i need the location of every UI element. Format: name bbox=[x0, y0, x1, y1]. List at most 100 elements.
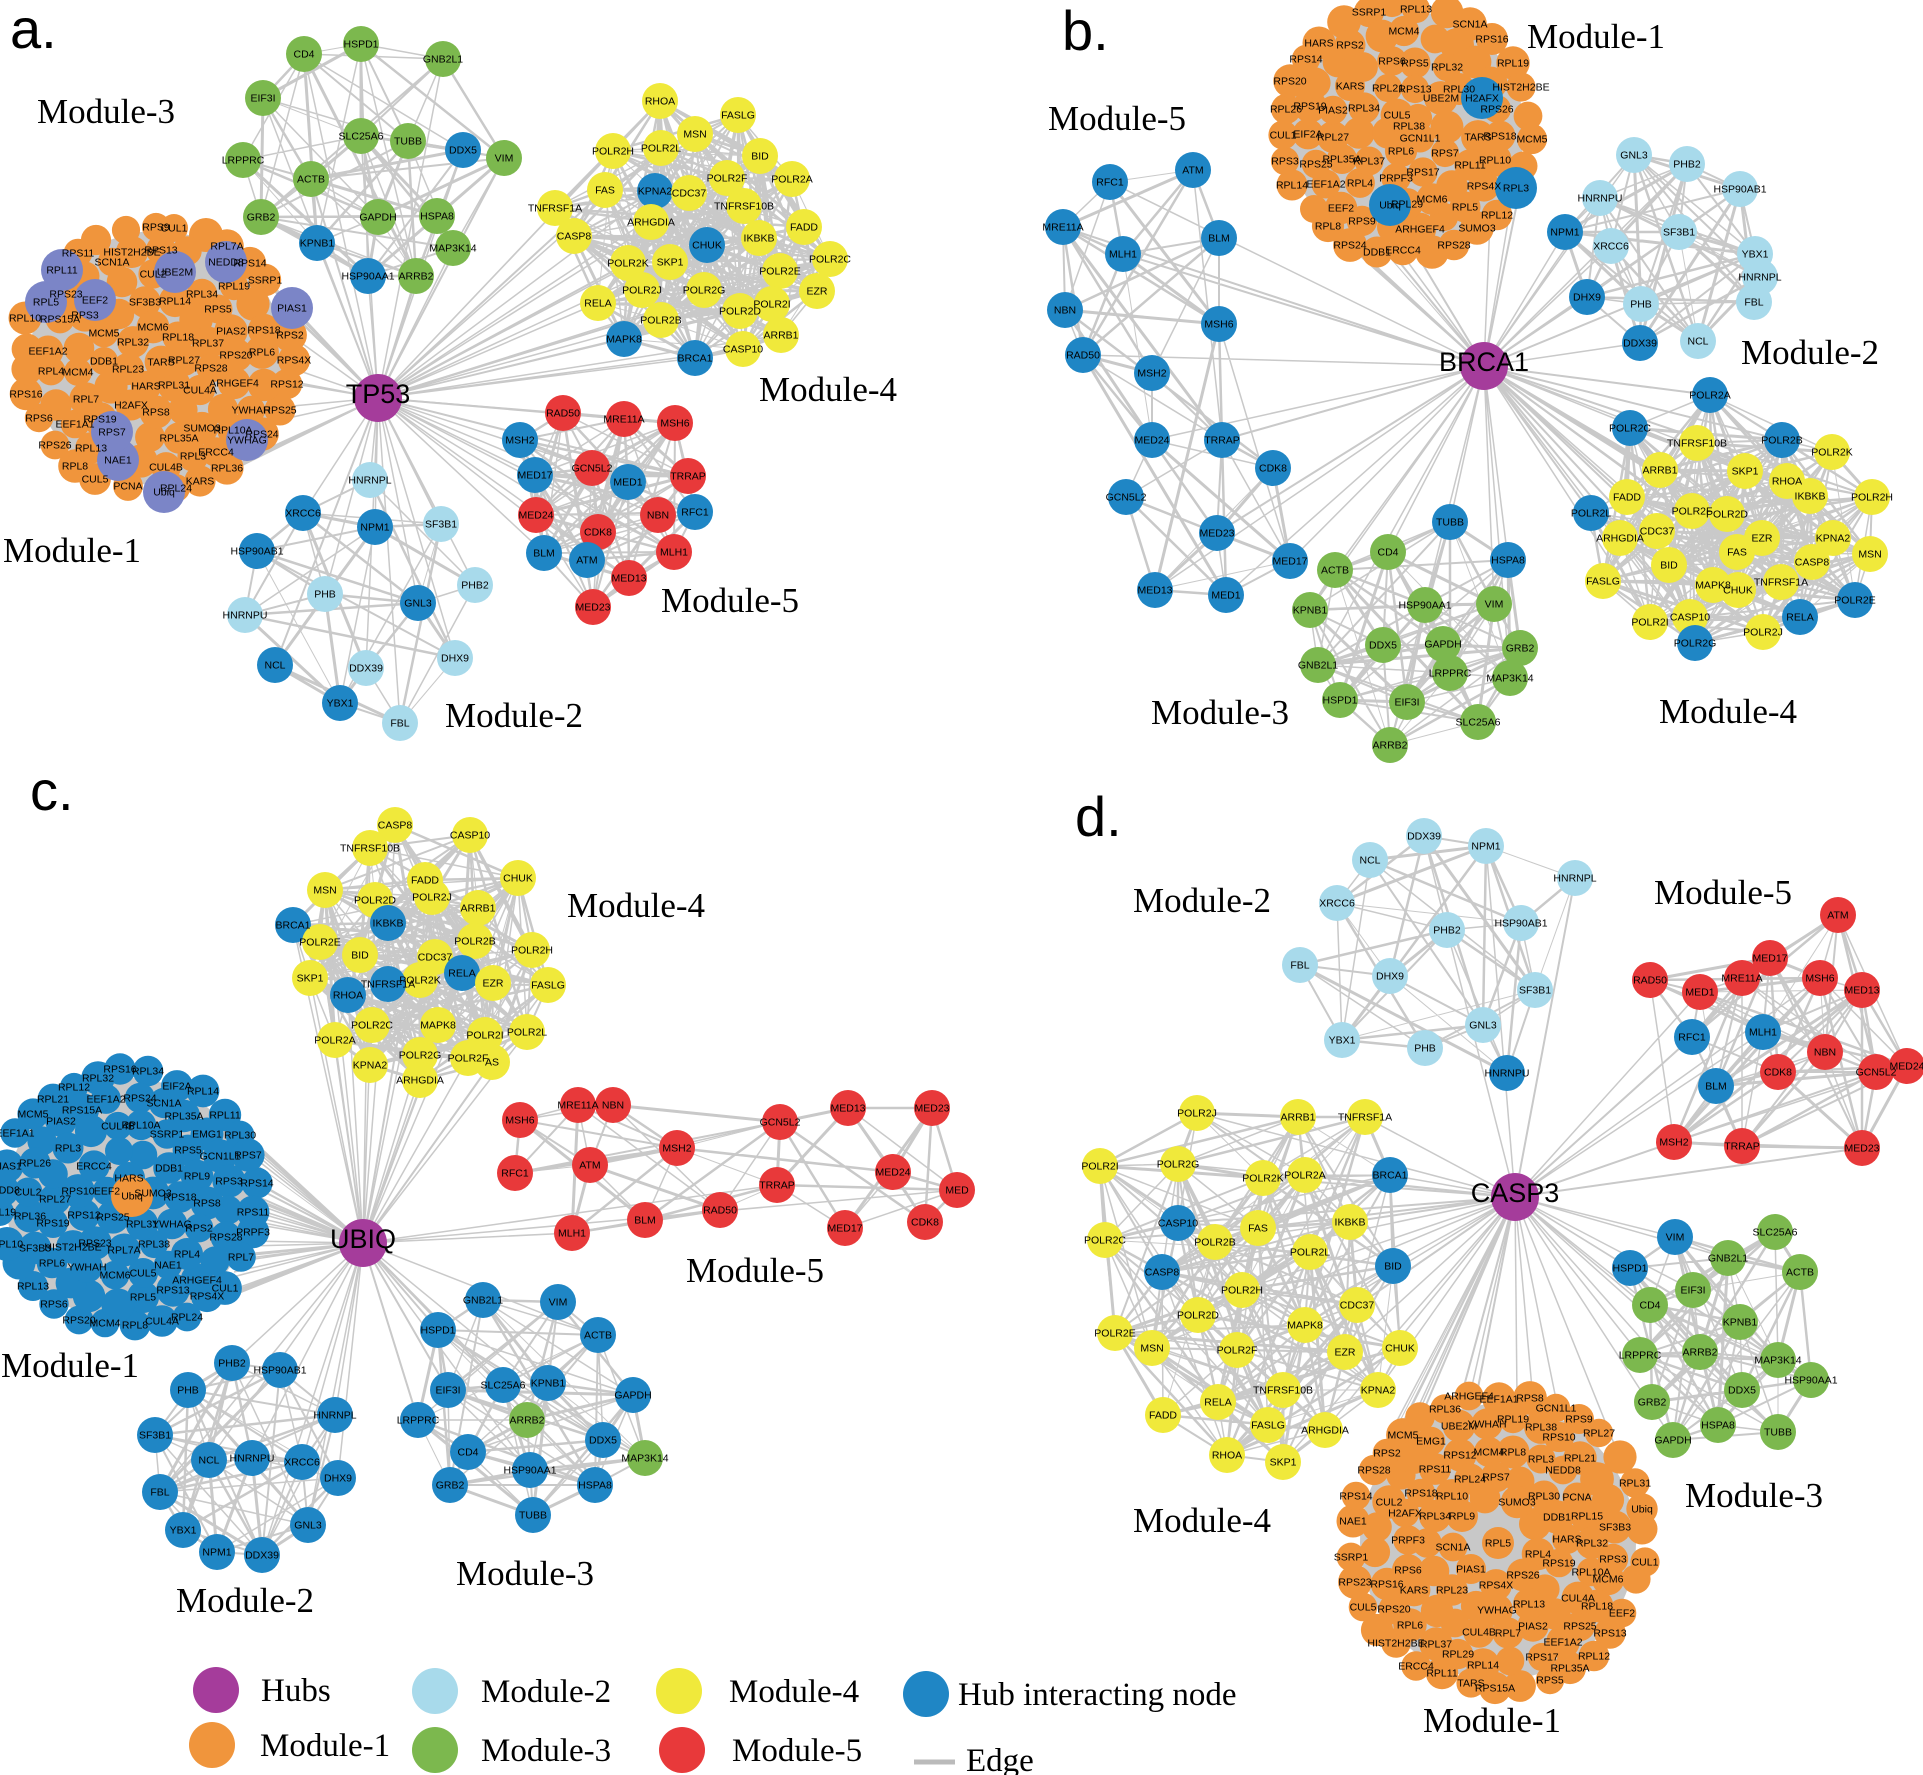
svg-text:Module-1: Module-1 bbox=[1527, 17, 1665, 56]
svg-text:MED17: MED17 bbox=[517, 470, 552, 482]
svg-text:RPL32: RPL32 bbox=[117, 337, 149, 349]
svg-text:HNRNPU: HNRNPU bbox=[1578, 193, 1623, 205]
svg-text:RPL6: RPL6 bbox=[249, 347, 275, 359]
svg-text:FBL: FBL bbox=[1744, 297, 1763, 309]
svg-text:TARS: TARS bbox=[147, 357, 174, 369]
svg-text:CUL4B: CUL4B bbox=[149, 462, 183, 474]
svg-text:RPL4: RPL4 bbox=[1347, 178, 1373, 190]
svg-text:RPL10A: RPL10A bbox=[1571, 1567, 1610, 1579]
svg-text:EEF1A1: EEF1A1 bbox=[55, 419, 94, 431]
svg-text:MCM4: MCM4 bbox=[90, 1318, 121, 1330]
svg-text:RPL7: RPL7 bbox=[73, 394, 99, 406]
svg-text:SUMO3: SUMO3 bbox=[183, 423, 221, 435]
svg-text:HSPA8: HSPA8 bbox=[1701, 1420, 1735, 1432]
svg-text:HNRNPL: HNRNPL bbox=[1738, 272, 1781, 284]
svg-text:RPS25: RPS25 bbox=[263, 405, 296, 417]
svg-text:RPL7: RPL7 bbox=[1495, 1628, 1521, 1640]
svg-text:CDC37: CDC37 bbox=[418, 952, 453, 964]
svg-text:PHB: PHB bbox=[1630, 299, 1652, 311]
svg-text:POLR2F: POLR2F bbox=[707, 173, 748, 185]
svg-text:RPS23: RPS23 bbox=[49, 289, 82, 301]
svg-text:RPL15: RPL15 bbox=[1571, 1511, 1603, 1523]
svg-text:RPS25: RPS25 bbox=[96, 1212, 129, 1224]
svg-text:RPS8: RPS8 bbox=[1516, 1393, 1544, 1405]
svg-text:GCN5L2: GCN5L2 bbox=[1106, 492, 1147, 504]
svg-text:RPL11: RPL11 bbox=[1454, 160, 1485, 172]
svg-text:RPS19: RPS19 bbox=[1542, 1558, 1575, 1570]
svg-text:MCM4: MCM4 bbox=[63, 367, 94, 379]
svg-text:TARS: TARS bbox=[1457, 1678, 1484, 1690]
svg-text:RPS12: RPS12 bbox=[270, 379, 303, 391]
svg-text:NAE1: NAE1 bbox=[104, 455, 132, 467]
svg-text:MED24: MED24 bbox=[1134, 435, 1169, 447]
svg-text:FAS: FAS bbox=[595, 185, 615, 197]
svg-text:CASP10: CASP10 bbox=[723, 344, 763, 356]
svg-text:GCN1L1: GCN1L1 bbox=[200, 1151, 241, 1163]
svg-text:RPS23: RPS23 bbox=[78, 1238, 111, 1250]
svg-text:RPS17: RPS17 bbox=[1525, 1652, 1558, 1664]
svg-text:Module-2: Module-2 bbox=[481, 1674, 611, 1710]
svg-text:MED: MED bbox=[945, 1185, 969, 1197]
svg-text:NEDD8: NEDD8 bbox=[0, 1185, 20, 1197]
svg-text:HARS: HARS bbox=[114, 1173, 143, 1185]
svg-text:Module-5: Module-5 bbox=[732, 1733, 862, 1769]
svg-text:RPL10: RPL10 bbox=[0, 1239, 23, 1251]
svg-text:CDC37: CDC37 bbox=[1640, 526, 1675, 538]
svg-text:POLR2F: POLR2F bbox=[1217, 1345, 1258, 1357]
svg-text:ARRB1: ARRB1 bbox=[460, 903, 495, 915]
svg-text:DHX9: DHX9 bbox=[1573, 292, 1601, 304]
svg-text:RPL13: RPL13 bbox=[1513, 1599, 1545, 1611]
svg-text:CUL5: CUL5 bbox=[1384, 110, 1411, 122]
svg-text:HSP90AB1: HSP90AB1 bbox=[1713, 184, 1766, 196]
svg-text:PHB: PHB bbox=[177, 1385, 199, 1397]
svg-text:YWHAG: YWHAG bbox=[1477, 1605, 1517, 1617]
svg-text:POLR2E: POLR2E bbox=[1834, 595, 1875, 607]
svg-text:RPL9: RPL9 bbox=[1449, 1511, 1475, 1523]
svg-text:RPS13: RPS13 bbox=[1398, 84, 1431, 96]
svg-text:Ubiq: Ubiq bbox=[153, 487, 175, 499]
svg-text:MSH2: MSH2 bbox=[1659, 1137, 1688, 1149]
svg-text:POLR2L: POLR2L bbox=[507, 1027, 547, 1039]
svg-text:KPNA2: KPNA2 bbox=[353, 1060, 388, 1072]
svg-text:RFC1: RFC1 bbox=[1096, 177, 1124, 189]
svg-text:CD4: CD4 bbox=[457, 1447, 478, 1459]
svg-text:RPL30: RPL30 bbox=[1528, 1491, 1560, 1503]
svg-text:Module-5: Module-5 bbox=[1654, 873, 1792, 912]
svg-text:MAPK8: MAPK8 bbox=[1695, 580, 1731, 592]
svg-text:XRCC6: XRCC6 bbox=[1593, 241, 1629, 253]
svg-text:RPS13: RPS13 bbox=[144, 245, 177, 257]
svg-text:EEF2: EEF2 bbox=[82, 295, 108, 307]
svg-text:RPS14: RPS14 bbox=[233, 258, 266, 270]
svg-text:IKBKB: IKBKB bbox=[744, 233, 775, 245]
svg-text:SLC25A6: SLC25A6 bbox=[1456, 717, 1501, 729]
svg-text:MRE11A: MRE11A bbox=[557, 1100, 598, 1112]
svg-text:RPS5: RPS5 bbox=[204, 304, 232, 316]
svg-text:RPL7A: RPL7A bbox=[107, 1245, 140, 1257]
svg-text:RPS12: RPS12 bbox=[67, 1210, 100, 1222]
svg-text:Module-4: Module-4 bbox=[759, 370, 897, 409]
svg-text:DDX39: DDX39 bbox=[1407, 831, 1441, 843]
svg-text:YWHAG: YWHAG bbox=[227, 435, 267, 447]
svg-text:CUL1: CUL1 bbox=[212, 1283, 239, 1295]
svg-text:RAD50: RAD50 bbox=[1066, 350, 1100, 362]
svg-text:ARHGDIA: ARHGDIA bbox=[1301, 1425, 1349, 1437]
svg-text:KPNA2: KPNA2 bbox=[1816, 533, 1851, 545]
svg-text:RPL31: RPL31 bbox=[126, 1219, 158, 1231]
svg-text:c.: c. bbox=[30, 759, 74, 822]
svg-text:MSH2: MSH2 bbox=[662, 1143, 691, 1155]
svg-text:EEF2: EEF2 bbox=[1328, 203, 1354, 215]
svg-text:MAP3K14: MAP3K14 bbox=[621, 1453, 668, 1465]
svg-text:FBL: FBL bbox=[1290, 960, 1309, 972]
svg-text:GNL3: GNL3 bbox=[294, 1520, 322, 1532]
svg-text:b.: b. bbox=[1062, 0, 1109, 62]
svg-text:RPL14: RPL14 bbox=[1276, 180, 1308, 192]
svg-text:CUL5: CUL5 bbox=[130, 1268, 157, 1280]
svg-text:RPS3: RPS3 bbox=[215, 1176, 243, 1188]
svg-text:POLR2K: POLR2K bbox=[1811, 447, 1852, 459]
svg-text:a.: a. bbox=[10, 0, 57, 60]
svg-text:LRPPRC: LRPPRC bbox=[222, 155, 265, 167]
svg-text:RPL24: RPL24 bbox=[1454, 1474, 1486, 1486]
svg-text:ARRB1: ARRB1 bbox=[763, 330, 798, 342]
svg-text:CDK8: CDK8 bbox=[1259, 463, 1287, 475]
svg-text:RPL4: RPL4 bbox=[38, 366, 64, 378]
